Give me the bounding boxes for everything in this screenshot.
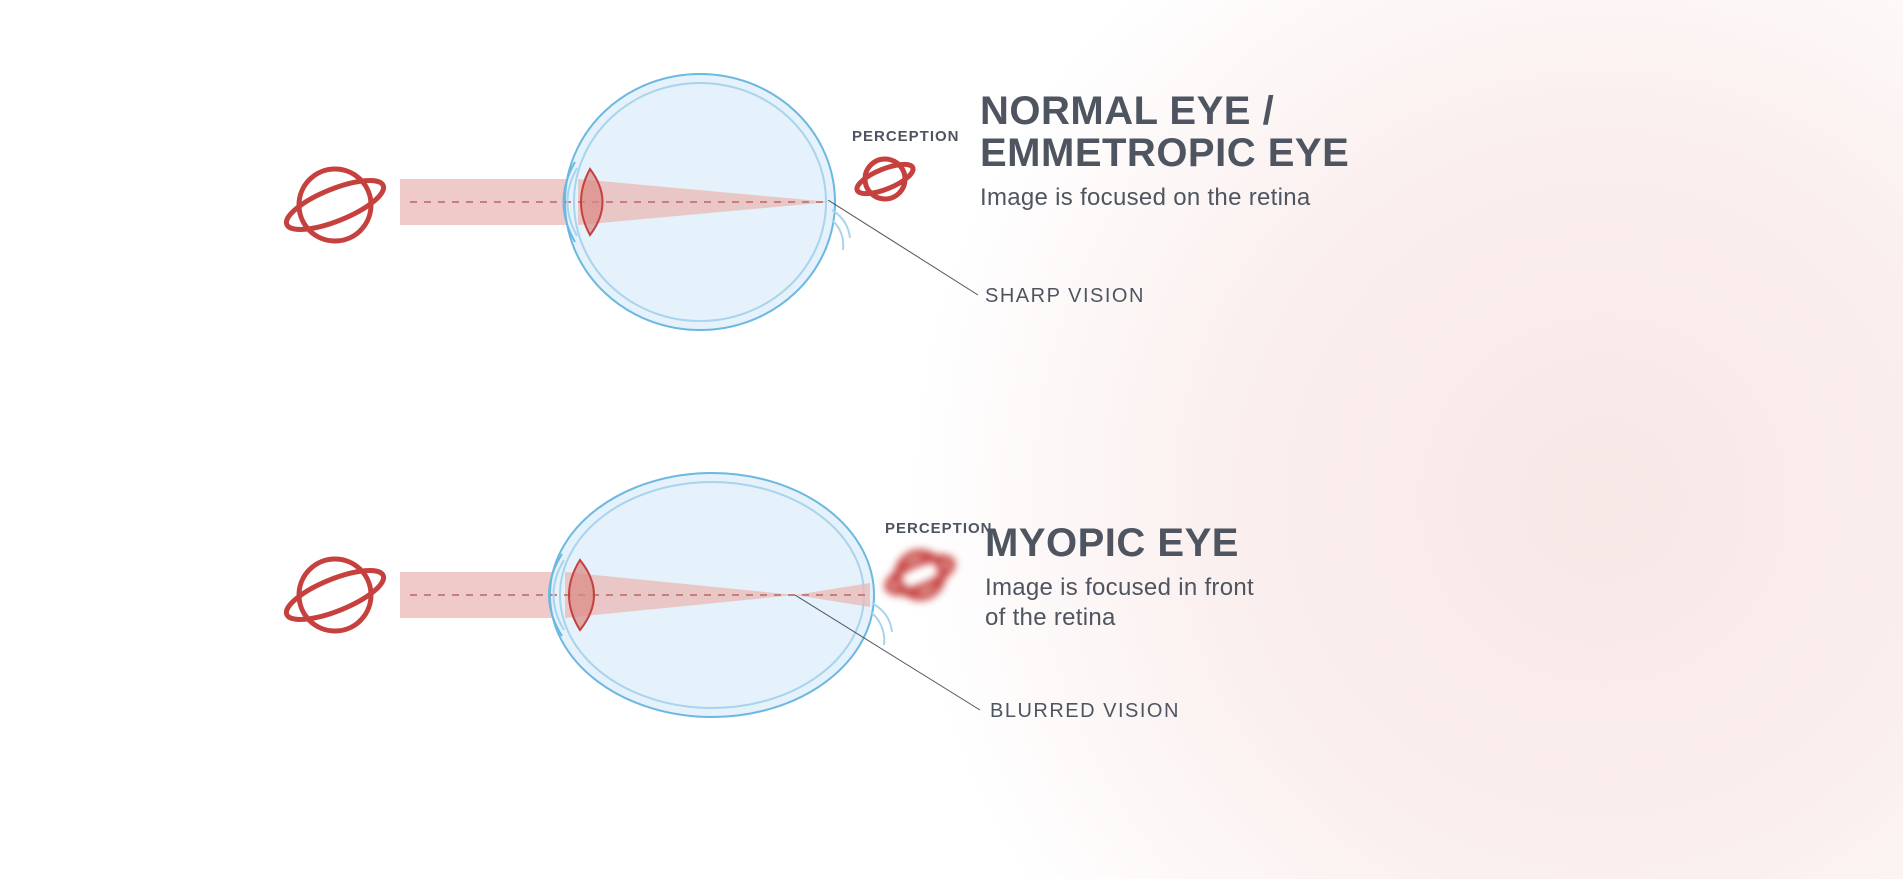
normal-eye-text: NORMAL EYE / EMMETROPIC EYE Image is foc… xyxy=(980,90,1400,212)
object-planet-icon xyxy=(280,155,390,255)
normal-title-line2: EMMETROPIC EYE xyxy=(980,132,1400,174)
perception-label: PERCEPTION xyxy=(852,128,960,145)
leader-line-myopic xyxy=(795,595,1005,725)
myopic-subtitle-line2: of the retina xyxy=(985,604,1345,632)
myopic-subtitle-line1: Image is focused in front xyxy=(985,574,1345,602)
myopic-eye-text: MYOPIC EYE Image is focused in front of … xyxy=(985,522,1345,632)
row-myopic-eye: PERCEPTION MYOPIC EYE Image is focused i… xyxy=(0,430,1903,760)
normal-vision-label: SHARP VISION xyxy=(985,285,1145,308)
myopic-title: MYOPIC EYE xyxy=(985,522,1345,564)
normal-eye-diagram xyxy=(400,70,870,340)
leader-line-normal xyxy=(828,200,1008,310)
normal-subtitle: Image is focused on the retina xyxy=(980,184,1400,212)
row-normal-eye: PERCEPTION NORMAL EYE / EMMETROPIC EYE I… xyxy=(0,50,1903,360)
myopic-vision-label: BLURRED VISION xyxy=(990,700,1180,723)
object-planet-icon xyxy=(280,545,390,645)
perception-label: PERCEPTION xyxy=(885,520,993,537)
normal-title-line1: NORMAL EYE / xyxy=(980,90,1400,132)
diagram-stage: PERCEPTION NORMAL EYE / EMMETROPIC EYE I… xyxy=(0,0,1903,879)
